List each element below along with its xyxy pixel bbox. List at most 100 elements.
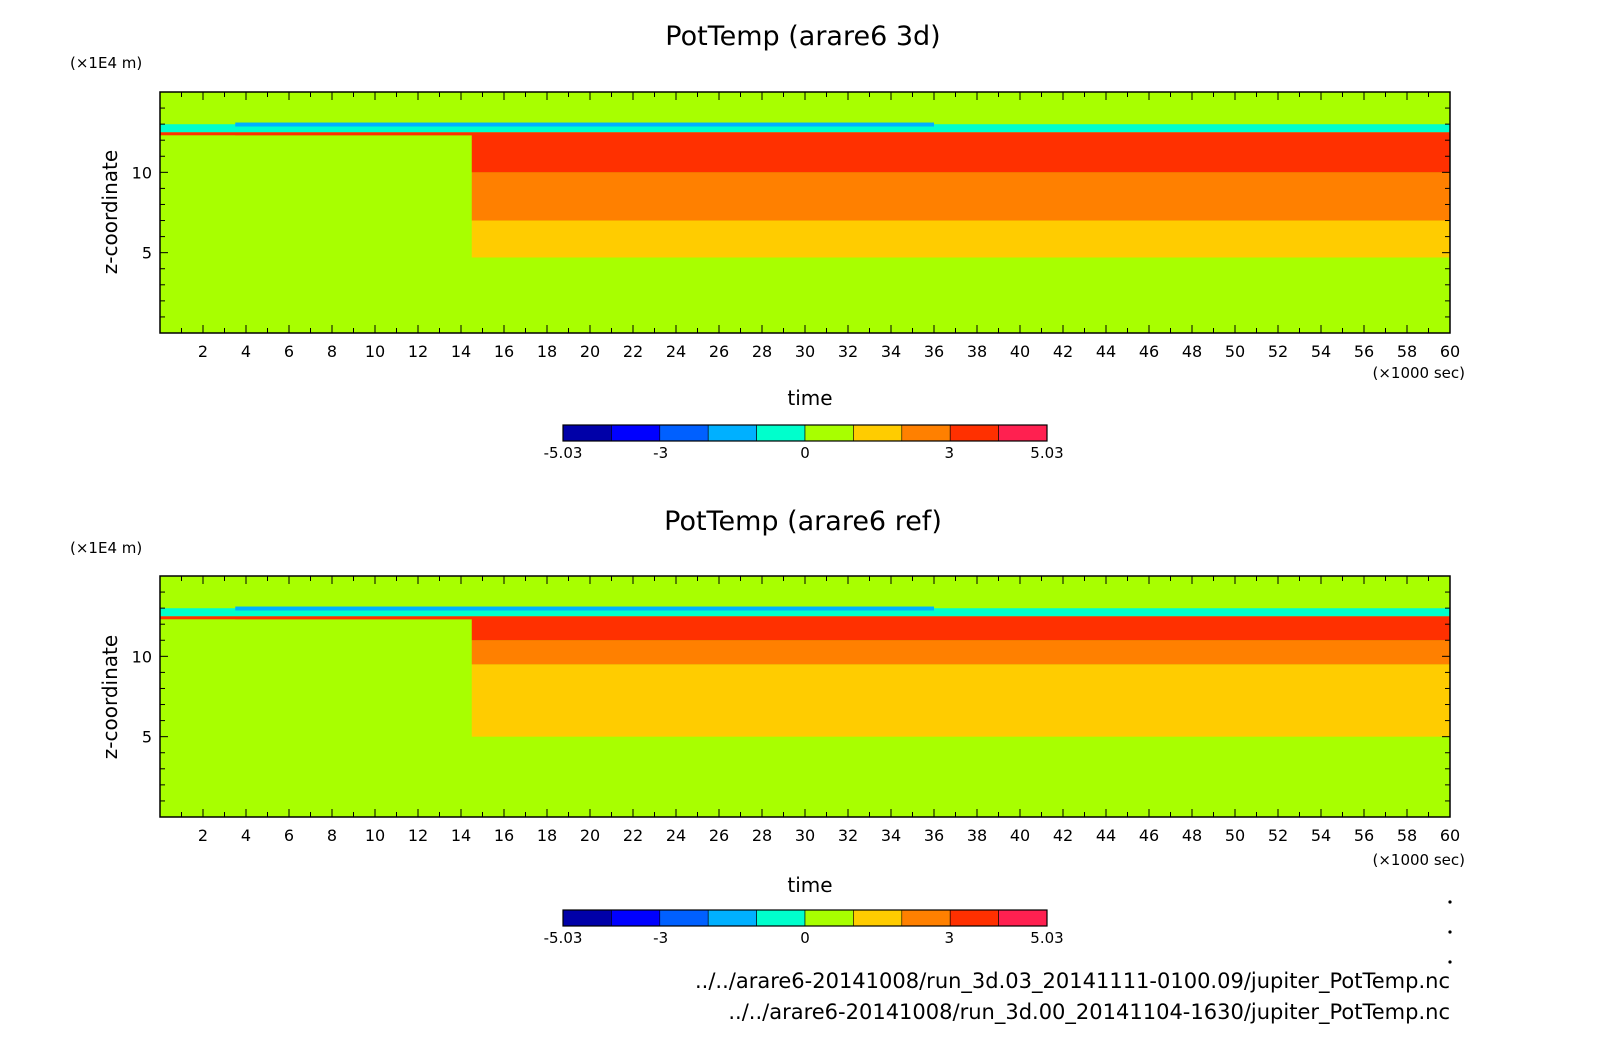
colorbar-swatch bbox=[998, 424, 1048, 442]
chart-panel-3d: PotTemp (arare6 3d) (×1E4 m) 2 4 6 8 10 12 14 1… bbox=[70, 21, 1465, 462]
colorbar-tick-label: 5.03 bbox=[1030, 929, 1063, 947]
x-tick-label: 60 bbox=[1440, 342, 1460, 361]
cool-patch bbox=[246, 196, 300, 256]
x-axis-label: time bbox=[787, 873, 832, 897]
x-tick-label: 34 bbox=[881, 342, 901, 361]
cool-patch bbox=[321, 744, 343, 760]
x-tick-label: 14 bbox=[451, 342, 471, 361]
x-tick-label: 60 bbox=[1440, 826, 1460, 845]
colorbar-swatch bbox=[949, 909, 999, 927]
x-tick-label: 26 bbox=[709, 826, 729, 845]
x-tick-label: 30 bbox=[795, 342, 815, 361]
x-tick-label: 10 bbox=[365, 826, 385, 845]
spinup-region bbox=[160, 278, 208, 333]
colorbar: -5.03 -3 0 3 5.03 bbox=[544, 424, 1064, 462]
y-axis-label: z-coordinate bbox=[98, 635, 122, 759]
colorbar-swatch bbox=[949, 424, 999, 442]
x-tick-label: 40 bbox=[1010, 826, 1030, 845]
cool-streak bbox=[235, 122, 934, 127]
colorbar-tick-label: 5.03 bbox=[1030, 444, 1063, 462]
y-unit-label: (×1E4 m) bbox=[70, 539, 142, 557]
x-axis-label: time bbox=[787, 386, 832, 410]
plot-area: 2 4 6 8 10 12 14 16 18 20 22 24 26 28 30 32 34 36 38 40 42 44… bbox=[132, 91, 1460, 361]
cool-patch bbox=[321, 260, 343, 276]
margin-dot bbox=[1448, 900, 1452, 904]
field-band bbox=[160, 608, 1450, 617]
colorbar-tick-label: 3 bbox=[945, 444, 955, 462]
colorbar-swatch bbox=[901, 424, 951, 442]
x-tick-label: 30 bbox=[795, 826, 815, 845]
colorbar-tick-label: -5.03 bbox=[544, 444, 583, 462]
x-tick-label: 36 bbox=[924, 342, 944, 361]
x-tick-label: 18 bbox=[537, 342, 557, 361]
x-tick-label: 10 bbox=[365, 342, 385, 361]
chart-title: PotTemp (arare6 ref) bbox=[664, 506, 942, 537]
spinup-region bbox=[160, 619, 472, 742]
x-unit-label: (×1000 sec) bbox=[1372, 851, 1465, 869]
x-tick-label: 6 bbox=[284, 342, 294, 361]
spinup-region bbox=[160, 762, 208, 817]
colorbar-tick-label: 0 bbox=[800, 444, 810, 462]
x-tick-label: 52 bbox=[1268, 342, 1288, 361]
colorbar-frame bbox=[562, 909, 1048, 927]
x-tick-label: 44 bbox=[1096, 342, 1116, 361]
colorbar-swatch bbox=[659, 424, 709, 442]
x-tick-label: 26 bbox=[709, 342, 729, 361]
x-tick-label: 16 bbox=[494, 826, 514, 845]
colorbar-tick-label: -3 bbox=[653, 444, 668, 462]
x-unit-label: (×1000 sec) bbox=[1372, 364, 1465, 382]
x-tick-label: 46 bbox=[1139, 826, 1159, 845]
x-tick-label: 24 bbox=[666, 826, 686, 845]
x-tick-label: 42 bbox=[1053, 342, 1073, 361]
x-tick-label: 52 bbox=[1268, 826, 1288, 845]
x-tick-label: 4 bbox=[241, 342, 251, 361]
x-tick-label: 12 bbox=[408, 826, 428, 845]
colorbar-swatch bbox=[707, 909, 757, 927]
colorbar-swatch bbox=[659, 909, 709, 927]
x-tick-label: 38 bbox=[967, 342, 987, 361]
colorbar-swatch bbox=[562, 424, 612, 442]
colorbar-tick-label: 3 bbox=[945, 929, 955, 947]
field-band bbox=[160, 278, 1450, 333]
field-band bbox=[160, 257, 1450, 279]
x-tick-label: 54 bbox=[1311, 342, 1331, 361]
colorbar-swatch bbox=[756, 424, 806, 442]
x-tick-label: 12 bbox=[408, 342, 428, 361]
spinup-region bbox=[160, 135, 472, 258]
colorbar-swatch bbox=[562, 909, 612, 927]
x-tick-label: 20 bbox=[580, 826, 600, 845]
x-tick-label: 14 bbox=[451, 826, 471, 845]
colorbar-swatch bbox=[611, 424, 661, 442]
y-tick-label: 5 bbox=[142, 244, 152, 263]
y-tick-label: 5 bbox=[142, 728, 152, 747]
colorbar-swatch bbox=[611, 909, 661, 927]
x-tick-label: 50 bbox=[1225, 342, 1245, 361]
colorbar-swatch bbox=[853, 424, 903, 442]
source-file-line: ../../arare6-20141008/run_3d.03_20141111… bbox=[695, 969, 1450, 994]
x-tick-label: 48 bbox=[1182, 342, 1202, 361]
x-tick-label: 50 bbox=[1225, 826, 1245, 845]
field-band bbox=[160, 124, 1450, 133]
colorbar-tick-label: 0 bbox=[800, 929, 810, 947]
colorbar-swatch bbox=[804, 909, 854, 927]
x-tick-label: 8 bbox=[327, 826, 337, 845]
x-tick-label: 54 bbox=[1311, 826, 1331, 845]
x-tick-label: 22 bbox=[623, 342, 643, 361]
cool-patch bbox=[246, 680, 300, 740]
x-tick-label: 18 bbox=[537, 826, 557, 845]
x-tick-label: 34 bbox=[881, 826, 901, 845]
x-tick-label: 28 bbox=[752, 342, 772, 361]
x-tick-label: 16 bbox=[494, 342, 514, 361]
y-axis-label: z-coordinate bbox=[98, 150, 122, 274]
x-tick-label: 28 bbox=[752, 826, 772, 845]
colorbar-swatch bbox=[853, 909, 903, 927]
colorbar-swatch bbox=[756, 909, 806, 927]
plot-area: 2 4 6 8 10 12 14 16 18 20 22 24 26 28 30 32 34 36 38 40 42 44… bbox=[132, 575, 1460, 845]
colorbar-swatch bbox=[901, 909, 951, 927]
chart-panel-ref: PotTemp (arare6 ref) (×1E4 m) 2 4 6 8 10 12 14… bbox=[70, 506, 1465, 947]
colorbar-frame bbox=[562, 424, 1048, 442]
x-tick-label: 22 bbox=[623, 826, 643, 845]
x-tick-label: 48 bbox=[1182, 826, 1202, 845]
x-tick-label: 40 bbox=[1010, 342, 1030, 361]
